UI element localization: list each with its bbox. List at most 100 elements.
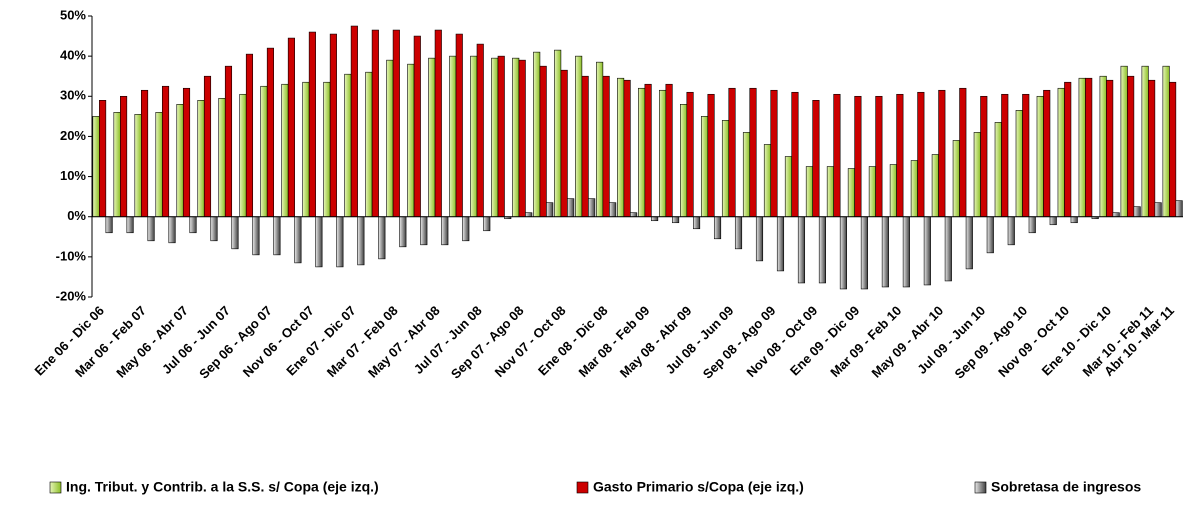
bar <box>644 83 652 218</box>
bar <box>839 216 847 290</box>
bar <box>755 216 764 262</box>
bar <box>281 83 289 218</box>
bar <box>120 95 128 218</box>
bar <box>860 216 868 290</box>
bar <box>881 216 889 288</box>
bar <box>1106 79 1114 218</box>
bar <box>197 100 205 218</box>
bar <box>344 73 352 218</box>
bar <box>512 57 520 218</box>
legend-swatch <box>49 481 62 494</box>
bar <box>868 166 876 218</box>
bar <box>141 89 149 218</box>
bar <box>1154 202 1162 218</box>
bar <box>518 59 526 218</box>
bar <box>784 156 793 218</box>
legend-swatch <box>576 481 589 494</box>
bar <box>420 216 428 246</box>
bar <box>554 49 562 218</box>
bar <box>875 95 883 218</box>
bar <box>308 31 316 218</box>
bar <box>728 87 736 218</box>
bar <box>350 25 358 218</box>
x-tick-label: May 08 - Abr 09 <box>617 303 695 381</box>
bar <box>931 154 939 218</box>
bar <box>413 35 421 218</box>
bar <box>113 112 121 218</box>
y-tick-label: 30% <box>60 88 86 103</box>
bar <box>533 51 541 218</box>
bar <box>1175 200 1183 218</box>
bar <box>266 47 274 218</box>
bar <box>847 168 855 218</box>
bar <box>776 216 785 272</box>
bar <box>483 216 491 232</box>
bar <box>203 75 212 218</box>
bar <box>560 69 568 218</box>
bar <box>252 216 260 256</box>
bar <box>99 100 107 218</box>
bar <box>441 216 449 246</box>
bar <box>336 216 344 268</box>
bar <box>105 216 113 234</box>
bar <box>329 33 337 218</box>
bar <box>1015 110 1023 218</box>
bar <box>575 55 583 218</box>
bar <box>672 216 680 224</box>
bar <box>239 93 247 218</box>
bar <box>273 216 281 256</box>
bar <box>791 91 799 218</box>
bar <box>1133 206 1141 218</box>
y-tick-label: 50% <box>60 7 86 22</box>
bar <box>1127 75 1135 218</box>
x-tick-label: Sep 06 - Ago 07 <box>196 303 275 382</box>
bar <box>147 216 155 242</box>
y-tick-label: -20% <box>56 288 87 303</box>
y-tick-label: 20% <box>60 128 86 143</box>
bar <box>1036 95 1044 218</box>
bar <box>826 166 834 218</box>
bar <box>797 216 806 284</box>
bar <box>665 83 673 218</box>
bar <box>1112 212 1120 218</box>
bar <box>1022 93 1030 218</box>
bar <box>1070 216 1078 224</box>
bar <box>581 75 589 218</box>
legend-label: Sobretasa de ingresos <box>991 479 1141 495</box>
bar <box>371 29 379 218</box>
bar <box>980 95 988 218</box>
bar <box>1169 81 1177 218</box>
bar <box>833 93 841 218</box>
bar <box>965 216 973 270</box>
y-tick-label: 10% <box>60 168 86 183</box>
bar <box>399 216 407 248</box>
bar <box>1148 79 1156 218</box>
x-tick-label: Sep 08 - Ago 09 <box>700 303 779 382</box>
bar <box>539 65 547 218</box>
x-tick-label: May 07 - Abr 08 <box>365 303 443 381</box>
bar <box>986 216 994 254</box>
bar <box>952 140 960 218</box>
bar <box>763 144 772 218</box>
x-tick-label: May 09 - Abr 10 <box>869 303 947 381</box>
bar <box>596 61 604 218</box>
bar <box>302 81 310 218</box>
bar <box>902 216 910 288</box>
bar <box>959 87 967 218</box>
bar <box>176 104 184 218</box>
bar <box>1057 87 1065 218</box>
bar <box>1049 216 1057 226</box>
bar <box>168 216 176 244</box>
bar <box>910 160 918 218</box>
bar <box>155 112 163 218</box>
legend-label: Gasto Primario s/Copa (eje izq.) <box>593 479 804 495</box>
bar <box>651 216 659 222</box>
bar <box>245 53 254 218</box>
bar <box>734 216 743 250</box>
x-tick-label: May 06 - Abr 07 <box>113 303 191 381</box>
bar <box>680 104 688 218</box>
bar <box>126 216 134 234</box>
y-tick-label: 40% <box>60 48 86 63</box>
bar <box>476 43 484 218</box>
bar <box>749 87 757 218</box>
